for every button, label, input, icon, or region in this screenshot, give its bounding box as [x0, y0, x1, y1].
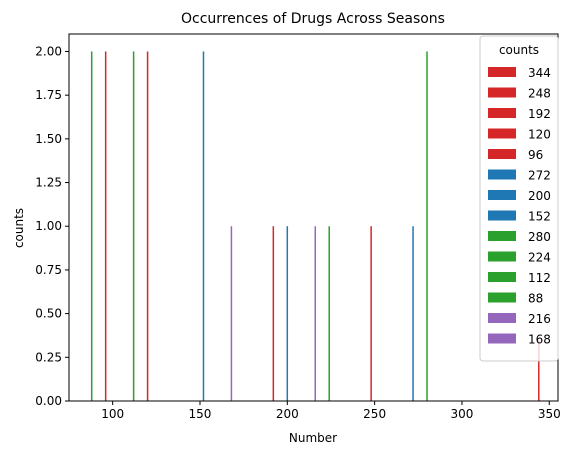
legend-label: 88: [528, 292, 543, 306]
legend-label: 224: [528, 251, 551, 265]
y-tick-label: 0.75: [35, 263, 62, 277]
y-tick-label: 0.25: [35, 350, 62, 364]
legend-label: 96: [528, 148, 543, 162]
x-tick-label: 350: [538, 407, 561, 421]
legend-swatch: [488, 190, 516, 200]
x-tick-label: 150: [189, 407, 212, 421]
bar: [132, 51, 135, 401]
bar: [202, 51, 205, 401]
bar: [328, 226, 330, 401]
y-tick-label: 1.00: [35, 219, 62, 233]
legend-swatch: [488, 313, 516, 323]
bar: [104, 51, 107, 401]
bar: [146, 51, 149, 401]
bar: [272, 226, 275, 401]
legend-label: 272: [528, 169, 551, 183]
bar: [314, 226, 316, 401]
y-axis: 0.00 0.25 0.50 0.75 1.00 1.25 1.50 1.75 2.00: [35, 44, 69, 408]
legend-label: 152: [528, 210, 551, 224]
legend-swatch: [488, 292, 516, 303]
legend-swatch: [488, 169, 516, 180]
legend-label: 344: [528, 66, 551, 80]
legend-title: counts: [499, 43, 539, 57]
legend-label: 248: [528, 87, 551, 101]
bar: [286, 226, 289, 401]
legend-swatch: [488, 149, 516, 159]
bar: [538, 339, 540, 401]
y-axis-label: counts: [12, 208, 26, 248]
legend-entries: 344 248 192 120 96 272 200 152 280 224 112 88 216 168: [488, 66, 551, 347]
bar: [230, 226, 233, 401]
x-tick-label: 300: [450, 407, 473, 421]
x-tick-label: 200: [276, 407, 299, 421]
y-tick-label: 1.25: [35, 176, 62, 190]
x-tick-label: 100: [101, 407, 124, 421]
y-tick-label: 1.50: [35, 132, 62, 146]
legend-swatch: [488, 87, 516, 98]
legend-label: 200: [528, 189, 551, 203]
y-tick-label: 0.00: [35, 394, 62, 408]
bar: [90, 51, 93, 401]
bar: [370, 226, 372, 401]
legend-swatch: [488, 67, 516, 77]
legend-swatch: [488, 128, 516, 139]
legend-label: 280: [528, 230, 551, 244]
legend-swatch: [488, 210, 516, 221]
bars-layer: [90, 51, 540, 401]
y-tick-label: 2.00: [35, 44, 62, 58]
legend-swatch: [488, 251, 516, 262]
y-tick-label: 1.75: [35, 88, 62, 102]
x-axis: 100 150 200 250 300 350: [101, 401, 561, 421]
y-tick-label: 0.50: [35, 307, 62, 321]
legend-label: 216: [528, 312, 551, 326]
legend: counts 344 248 192 120 96 272 200 152 280 224 112 8…: [479, 35, 559, 362]
legend-swatch: [488, 108, 516, 118]
legend-swatch: [488, 272, 516, 282]
legend-label: 120: [528, 128, 551, 142]
x-axis-label: Number: [289, 431, 337, 445]
bar: [426, 51, 428, 401]
x-tick-label: 250: [363, 407, 386, 421]
legend-label: 168: [528, 333, 551, 347]
chart-title: Occurrences of Drugs Across Seasons: [181, 11, 445, 27]
legend-swatch: [488, 333, 516, 344]
legend-label: 112: [528, 271, 551, 285]
legend-label: 192: [528, 107, 551, 121]
legend-swatch: [488, 231, 516, 241]
bar: [412, 226, 414, 401]
